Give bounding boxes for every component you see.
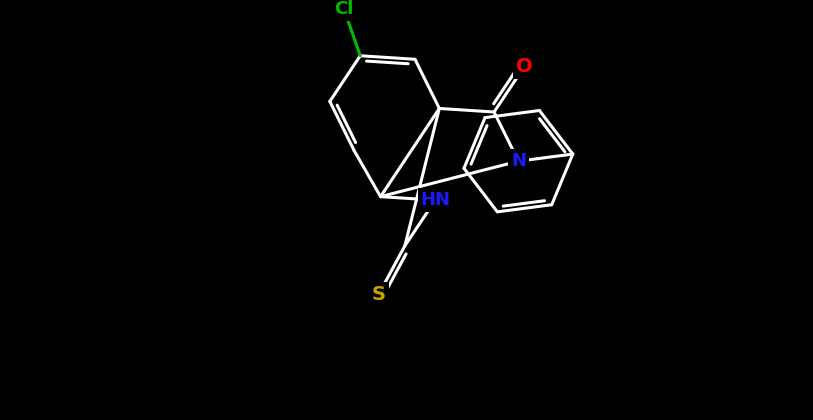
- Text: S: S: [372, 285, 386, 304]
- Text: N: N: [511, 152, 526, 170]
- Text: HN: HN: [420, 191, 450, 209]
- Text: Cl: Cl: [334, 0, 354, 18]
- Text: O: O: [516, 57, 533, 76]
